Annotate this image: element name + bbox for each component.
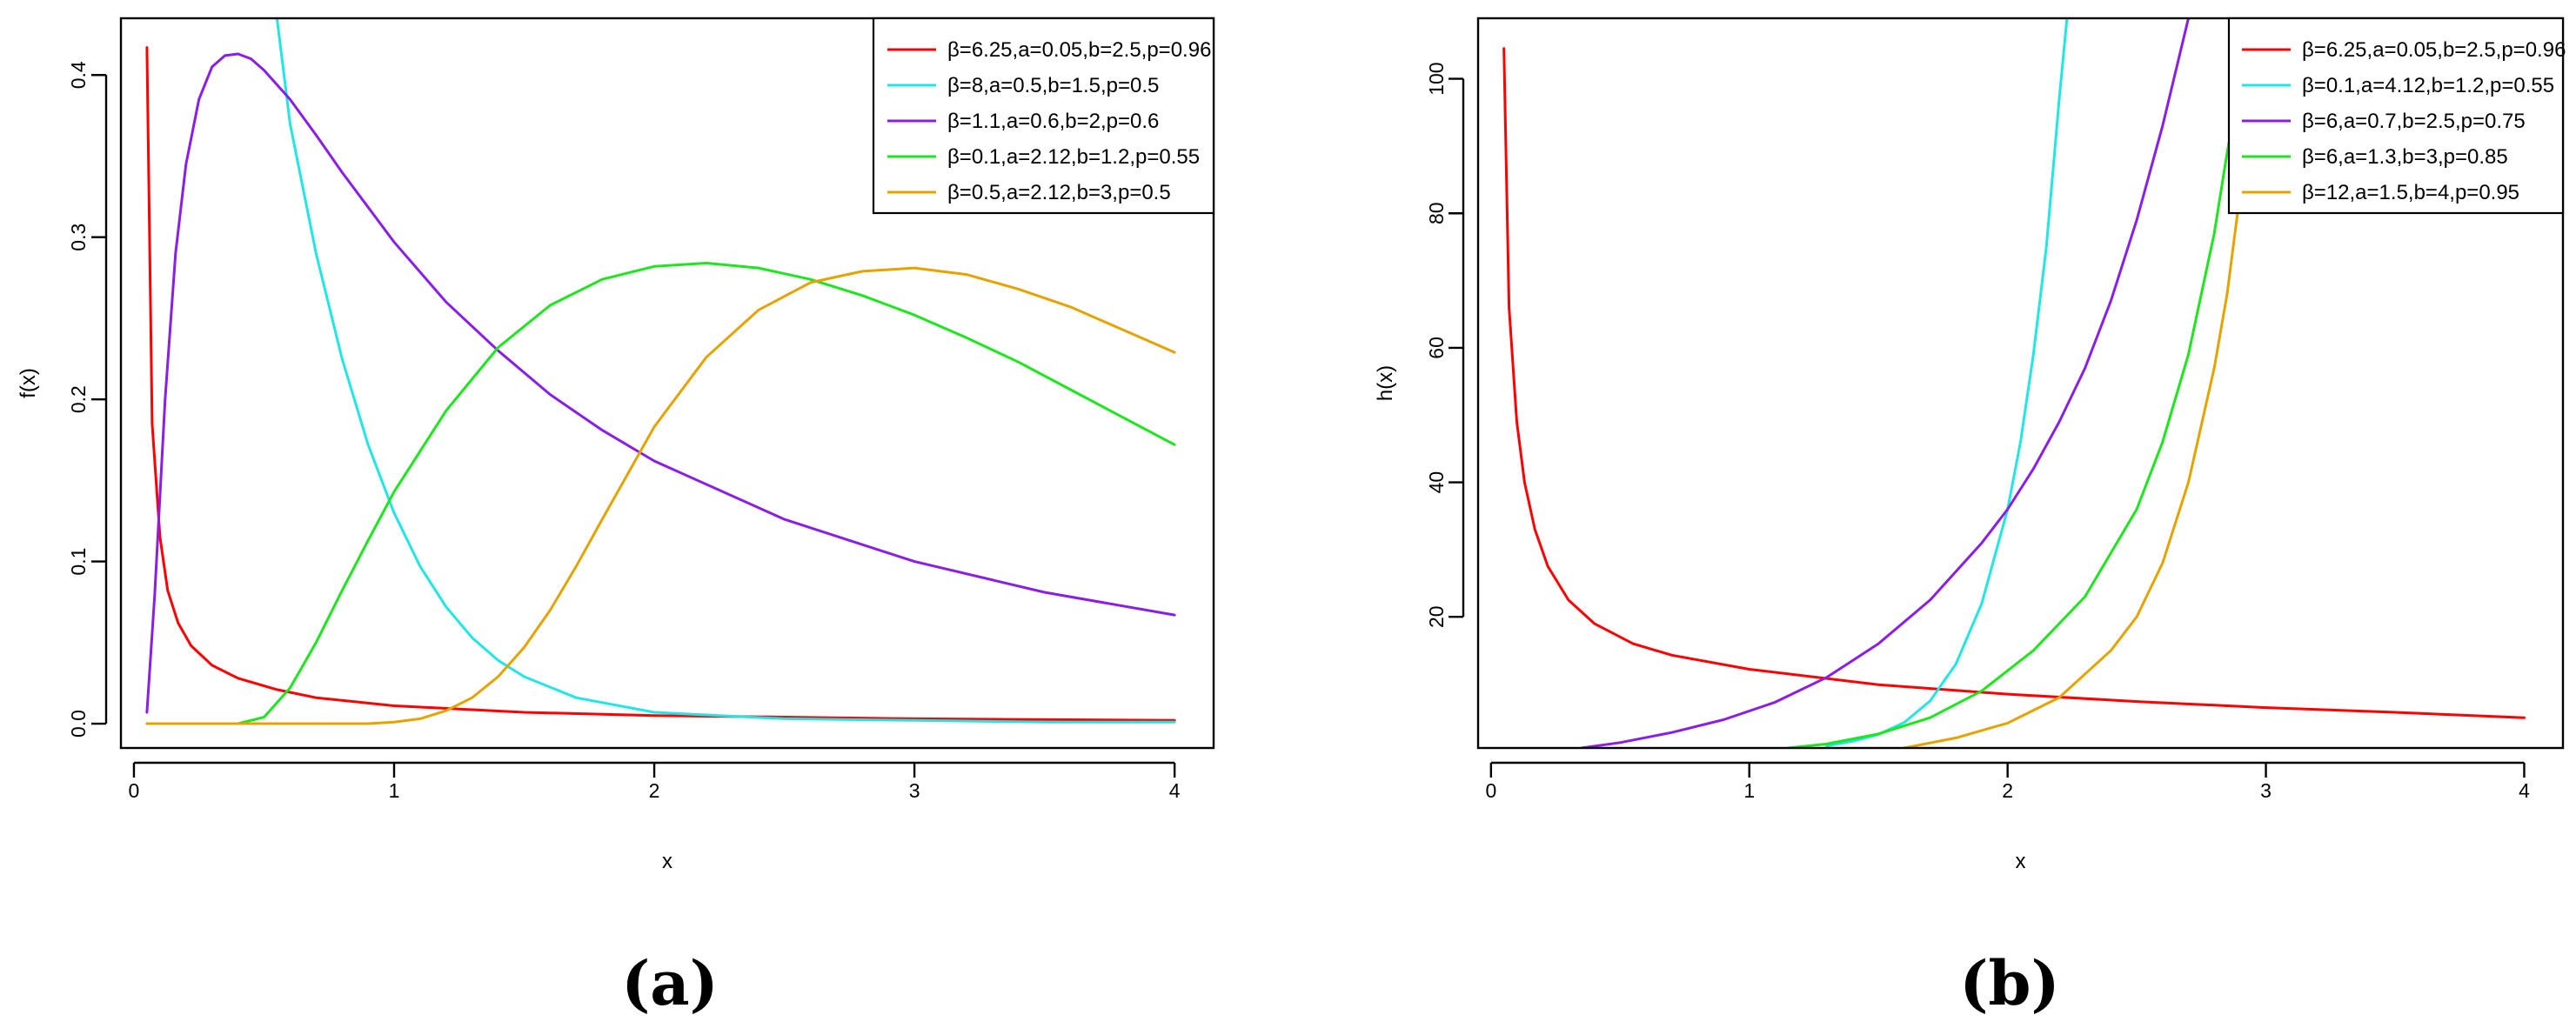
y-tick-label: 0.3	[67, 224, 90, 251]
y-tick-label: 40	[1425, 471, 1448, 494]
y-tick-label: 0.4	[67, 61, 90, 89]
x-tick-label: 3	[909, 779, 920, 802]
series-line-4	[1786, 77, 2242, 748]
legend-entry-1: β=6.25,a=0.05,b=2.5,p=0.96	[947, 38, 1211, 62]
series-line-2	[275, 18, 1176, 724]
x-tick-label: 4	[1169, 779, 1181, 802]
x-tick-label: 1	[1743, 779, 1755, 802]
plot-frame	[119, 17, 1215, 750]
y-axis-title: h(x)	[1374, 365, 1397, 401]
x-tick-label: 2	[2002, 779, 2013, 802]
legend: β=6.25,a=0.05,b=2.5,p=0.96 β=8,a=0.5,b=1.…	[872, 17, 1215, 215]
panel-label: (b)	[1959, 947, 2059, 1019]
x-tick-label: 0	[1485, 779, 1496, 802]
x-axis-title: x	[662, 850, 672, 873]
legend-entry-3: β=1.1,a=0.6,b=2,p=0.6	[947, 110, 1159, 133]
legend-entry-1: β=6.25,a=0.05,b=2.5,p=0.96	[2302, 38, 2566, 62]
series-line-1	[1502, 47, 2526, 719]
y-tick-label: 0.1	[67, 548, 90, 576]
legend-box	[872, 17, 1215, 215]
x-tick-label: 3	[2260, 779, 2272, 802]
x-tick-label: 1	[389, 779, 400, 802]
series-line-3	[145, 52, 1176, 714]
panel-a: 0 1 2 3 4 0.0 0.1 0.2 0.3 0.4 x f(x) β=6.25,a=0.05,b…	[17, 17, 1215, 1019]
series-line-4	[237, 262, 1176, 725]
legend-entry-4: β=0.1,a=2.12,b=1.2,p=0.55	[947, 145, 1200, 169]
x-tick-label: 4	[2519, 779, 2530, 802]
legend-entry-3: β=6,a=0.7,b=2.5,p=0.75	[2302, 110, 2526, 133]
series-line-5	[1903, 77, 2255, 748]
x-tick-label: 2	[649, 779, 660, 802]
series-group	[145, 18, 1176, 725]
y-tick-label: 80	[1425, 202, 1448, 224]
legend-entry-5: β=0.5,a=2.12,b=3,p=0.5	[947, 181, 1171, 204]
legend-entry-2: β=0.1,a=4.12,b=1.2,p=0.55	[2302, 74, 2554, 97]
series-group	[1502, 18, 2526, 748]
y-tick-label: 0.2	[67, 385, 90, 413]
y-tick-label: 20	[1425, 605, 1448, 628]
x-axis-title: x	[2016, 850, 2026, 873]
y-tick-label: 60	[1425, 337, 1448, 359]
y-axis: 20 40 60 80 100	[1425, 62, 1465, 628]
y-tick-label: 0.0	[67, 710, 90, 738]
x-axis: 0 1 2 3 4	[1485, 761, 2530, 802]
y-tick-label: 100	[1425, 62, 1448, 95]
series-line-1	[145, 46, 1176, 722]
series-line-3	[1580, 18, 2190, 748]
legend: β=6.25,a=0.05,b=2.5,p=0.96 β=0.1,a=4.12,b…	[2227, 17, 2566, 215]
panel-b: 0 1 2 3 4 20 40 60 80 100 x h(x) β=6.25,a=0.05,b=2.5…	[1374, 17, 2566, 1019]
y-axis-title: f(x)	[17, 368, 40, 398]
series-line-5	[145, 266, 1176, 725]
legend-entry-5: β=12,a=1.5,b=4,p=0.95	[2302, 181, 2519, 204]
x-axis: 0 1 2 3 4	[129, 761, 1181, 802]
panel-label: (a)	[621, 947, 719, 1019]
x-tick-label: 0	[129, 779, 140, 802]
y-axis: 0.0 0.1 0.2 0.3 0.4	[67, 61, 108, 738]
series-line-2	[1825, 18, 2069, 748]
legend-entry-2: β=8,a=0.5,b=1.5,p=0.5	[947, 74, 1159, 97]
plot-frame	[1476, 17, 2565, 750]
legend-entry-4: β=6,a=1.3,b=3,p=0.85	[2302, 145, 2508, 169]
